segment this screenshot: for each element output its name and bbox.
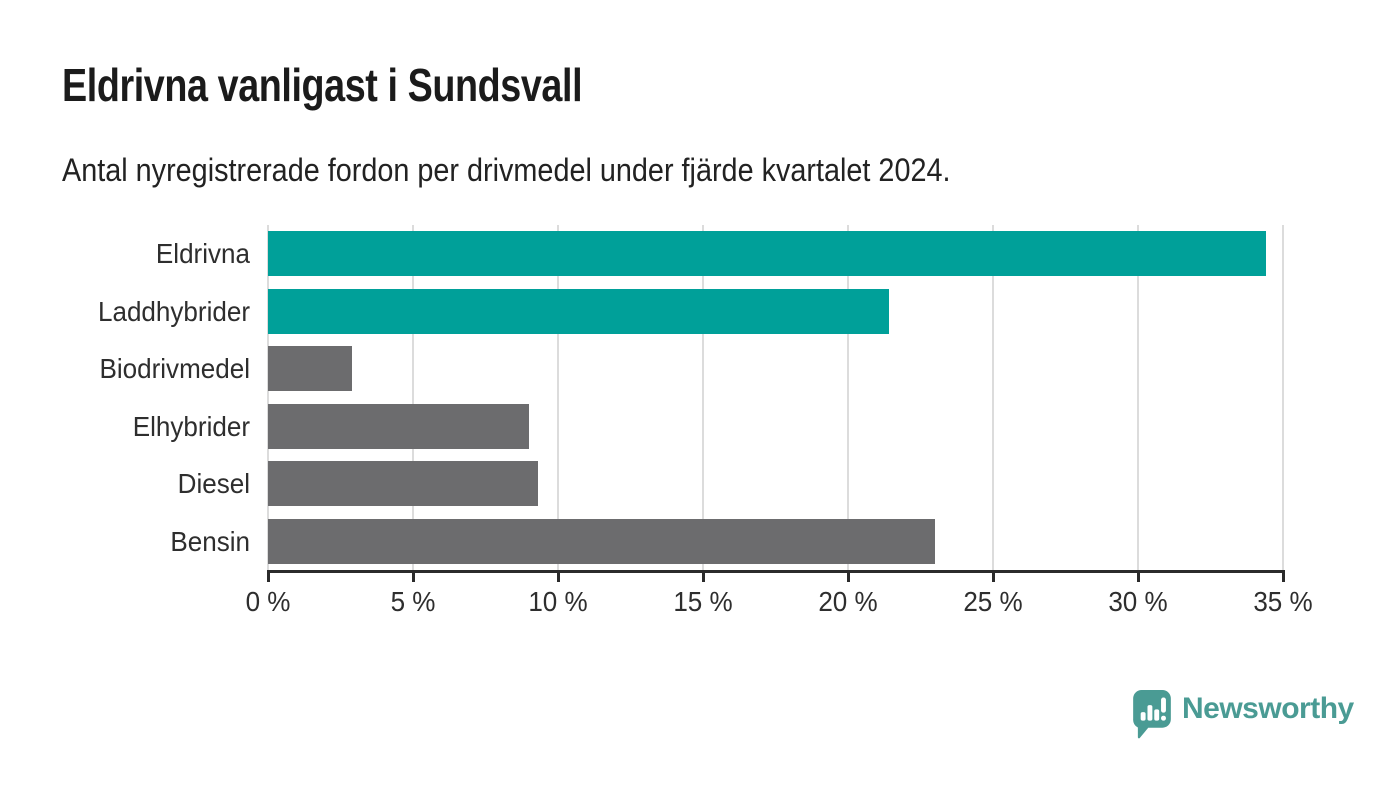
bar-elhybrider	[268, 403, 529, 449]
bar-bensin	[268, 518, 935, 564]
x-axis-tick-30	[1136, 570, 1140, 582]
gridline-0	[267, 225, 269, 570]
x-axis-tick-label-10: 10 %	[528, 586, 588, 617]
category-label-diesel: Diesel	[177, 468, 250, 499]
x-axis-tick-0	[266, 570, 270, 582]
bar-eldrivna	[268, 231, 1266, 277]
bar-laddhybrider	[268, 288, 889, 334]
category-label-elhybrider: Elhybrider	[132, 410, 250, 442]
gridline-30	[1137, 225, 1139, 570]
x-axis-tick-20	[846, 570, 850, 582]
x-axis-tick-10	[556, 570, 560, 582]
category-label-bensin: Bensin	[170, 525, 250, 557]
x-axis-tick-label-20: 20 %	[818, 586, 878, 617]
x-axis-tick-15	[701, 570, 705, 582]
bar-diesel	[268, 461, 538, 507]
x-axis-line	[267, 570, 1284, 573]
category-label-biodrivmedel: Biodrivmedel	[99, 353, 250, 384]
bar-chart-plot: 0 % 5 % 10 % 15 % 20 % 25 % 30 % 35 % Eldrivna La…	[98, 225, 1313, 617]
x-axis-tick-label-35: 35 %	[1253, 586, 1313, 617]
x-axis-tick-35	[1281, 570, 1285, 582]
category-label-eldrivna: Eldrivna	[155, 238, 250, 269]
x-axis-tick-5	[411, 570, 415, 582]
gridline-25	[992, 225, 994, 570]
x-axis-tick-label-25: 25 %	[963, 586, 1023, 617]
x-axis-tick-label-30: 30 %	[1108, 586, 1168, 617]
bar-biodrivmedel	[268, 346, 353, 392]
gridline-5	[412, 225, 414, 570]
x-axis-tick-label-5: 5 %	[390, 586, 436, 617]
x-axis-tick-label-0: 0 %	[245, 586, 291, 617]
gridline-15	[702, 225, 704, 570]
page-title: Eldrivna vanligast i Sundsvall	[62, 59, 583, 111]
newsworthy-logo-text: Newsworthy	[1182, 692, 1354, 725]
gridline-10	[557, 225, 559, 570]
page-subtitle: Antal nyregistrerade fordon per drivmede…	[62, 152, 951, 188]
x-axis-tick-25	[991, 570, 995, 582]
category-label-laddhybrider: Laddhybrider	[97, 295, 250, 327]
gridline-20	[847, 225, 849, 570]
newsworthy-logo: Newsworthy	[1133, 690, 1354, 739]
newsworthy-logo-icon	[1133, 690, 1171, 739]
x-axis-tick-label-15: 15 %	[673, 586, 733, 617]
gridline-35	[1282, 225, 1284, 570]
